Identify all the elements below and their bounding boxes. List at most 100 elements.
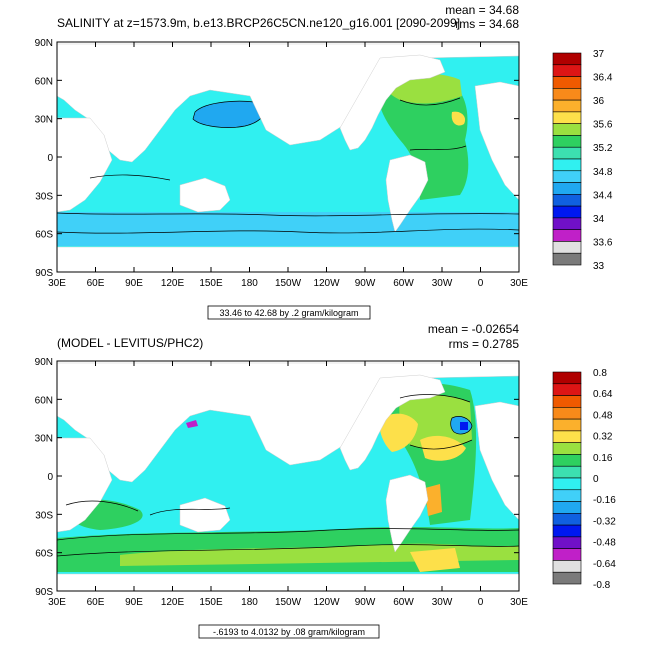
colorbar: 0.8 0.64 0.48 0.32 0.16 0 -0.16 -0.32 -0.48 -0.64… xyxy=(552,368,616,591)
colorbar-swatch xyxy=(552,430,582,443)
colorbar-swatch xyxy=(552,123,582,136)
europe-africa-east xyxy=(474,81,519,201)
colorbar-swatch xyxy=(552,371,582,385)
colorbar-swatch xyxy=(552,454,582,467)
x-tick-label: 60W xyxy=(393,278,414,289)
y-tick-label: 30N xyxy=(35,434,53,445)
colorbar-swatch xyxy=(552,52,582,66)
atlantic-light-green xyxy=(399,394,472,450)
contour-line xyxy=(399,97,461,106)
contour-line xyxy=(399,394,471,403)
colorbar-swatch xyxy=(552,64,582,77)
salinity-panel: SALINITY at z=1573.9m, b.e13.BRCP26C5CN.… xyxy=(35,3,613,320)
colorbar-label: 37 xyxy=(593,49,605,60)
contour-line xyxy=(409,145,467,151)
colorbar: 37 36.4 36 35.6 35.2 34.8 34.4 34 33.6 33 xyxy=(552,49,613,272)
colorbar-label: 34.8 xyxy=(593,167,613,178)
x-axis: 30E 60E 90E 120E 150E 180 150W 120W 90W 60W 30W 0 30… xyxy=(48,361,528,608)
southern-ocean-band xyxy=(57,212,519,246)
colorbar-swatch xyxy=(552,501,582,514)
y-tick-label: 90S xyxy=(35,268,53,279)
y-axis: 90N 60N 30N 0 30S 60S 90S xyxy=(35,38,519,279)
colorbar-swatch xyxy=(552,158,582,172)
atlantic-saline-region xyxy=(378,80,469,200)
contour-line xyxy=(57,212,519,217)
contour-info-box: -.6193 to 4.0132 by .08 gram/kilogram xyxy=(198,624,380,639)
x-axis: 30E 60E 90E 120E 150E 180 150W 120W 90W 60W 30W 0 30… xyxy=(48,42,528,289)
y-tick-label: 30N xyxy=(35,115,53,126)
colorbar-swatch xyxy=(552,182,582,195)
colorbar-swatch xyxy=(552,513,582,526)
x-tick-label: 90W xyxy=(355,597,376,608)
colorbar-label: 34 xyxy=(593,214,605,225)
x-tick-label: 120W xyxy=(313,597,340,608)
africa xyxy=(57,437,113,533)
atlantic-core xyxy=(451,111,466,126)
colorbar-swatch xyxy=(552,560,582,573)
x-tick-label: 30E xyxy=(510,278,528,289)
colorbar-label: 0.48 xyxy=(593,410,613,421)
colorbar-label: 33.6 xyxy=(593,237,613,248)
colorbar-swatch xyxy=(552,135,582,148)
colorbar-swatch xyxy=(552,536,582,549)
y-tick-label: 90N xyxy=(35,38,53,49)
y-tick-label: 60S xyxy=(35,549,53,560)
colorbar-swatch xyxy=(552,205,582,219)
mean-label: mean = -0.02654 xyxy=(428,322,519,336)
map-field xyxy=(57,361,519,591)
rms-label: rms = 0.2785 xyxy=(449,337,520,351)
x-tick-label: 30E xyxy=(510,597,528,608)
contour-info-text: 33.46 to 42.68 by .2 gram/kilogram xyxy=(219,308,358,318)
colorbar-label: 36 xyxy=(593,96,605,107)
continents xyxy=(57,362,519,591)
x-tick-label: 180 xyxy=(241,597,258,608)
colorbar-label: -0.8 xyxy=(593,580,611,591)
colorbar-swatch xyxy=(552,524,582,538)
colorbar-swatch xyxy=(552,194,582,207)
colorbar-swatch xyxy=(552,418,582,432)
colorbar-swatch xyxy=(552,465,582,479)
contour-line xyxy=(57,544,519,557)
x-tick-label: 30W xyxy=(432,278,453,289)
contour-line xyxy=(149,507,231,516)
x-tick-label: 150E xyxy=(199,278,223,289)
south-america xyxy=(385,474,429,553)
contour-line xyxy=(409,439,473,450)
colorbar-label: 34.4 xyxy=(593,190,613,201)
colorbar-label: 0.16 xyxy=(593,453,613,464)
colorbar-label: 0 xyxy=(593,474,599,485)
x-tick-label: 150E xyxy=(199,597,223,608)
y-axis: 90N 60N 30N 0 30S 60S 90S xyxy=(35,357,519,598)
contour-info-frame xyxy=(198,624,380,639)
x-tick-label: 120E xyxy=(161,278,185,289)
labrador-core xyxy=(460,422,468,430)
x-tick-label: 0 xyxy=(478,597,484,608)
africa xyxy=(57,117,113,213)
colorbar-label: 0.32 xyxy=(593,432,613,443)
south-america xyxy=(385,154,429,233)
colorbar-swatch xyxy=(552,571,582,585)
x-tick-label: 120E xyxy=(161,597,185,608)
southern-ocean-yellow xyxy=(410,548,460,572)
colorbar-label: 0.64 xyxy=(593,389,613,400)
colorbar-swatch xyxy=(552,229,582,242)
x-tick-label: 30W xyxy=(432,597,453,608)
europe-africa-east xyxy=(474,401,519,521)
colorbar-swatch xyxy=(552,395,582,408)
panel-title: SALINITY at z=1573.9m, b.e13.BRCP26C5CN.… xyxy=(57,16,460,30)
antarctica xyxy=(57,246,519,272)
x-tick-label: 90W xyxy=(355,278,376,289)
north-america xyxy=(339,374,446,471)
colorbar-swatch xyxy=(552,241,582,254)
contour-line xyxy=(57,528,519,541)
colorbar-label: 35.6 xyxy=(593,120,613,131)
continents xyxy=(57,43,519,272)
contour-line xyxy=(89,174,171,181)
x-tick-label: 30E xyxy=(48,278,66,289)
contour-info-frame xyxy=(207,305,371,320)
y-tick-label: 90S xyxy=(35,587,53,598)
x-tick-label: 60W xyxy=(393,597,414,608)
north-pacific-patch xyxy=(186,420,198,428)
x-tick-label: 150W xyxy=(275,597,302,608)
